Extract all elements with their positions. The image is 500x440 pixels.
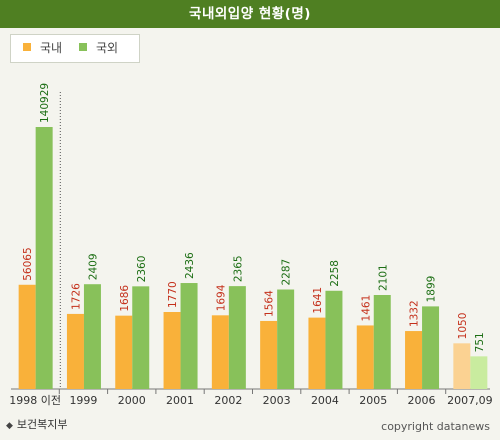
data-label-overseas-9: 751 <box>474 332 486 352</box>
data-label-overseas-8: 1899 <box>426 276 438 303</box>
x-tick-label-5: 2003 <box>263 394 291 407</box>
copyright-text: copyright datanews <box>381 420 490 433</box>
data-label-domestic-9: 1050 <box>457 313 469 340</box>
data-label-overseas-7: 2101 <box>377 264 389 291</box>
source-note: ◆ 보건복지부 <box>6 418 68 433</box>
legend-swatch-overseas <box>79 43 87 51</box>
data-label-domestic-7: 1461 <box>360 295 372 322</box>
bar-domestic-6 <box>308 317 326 389</box>
bar-overseas-5 <box>277 289 295 389</box>
bar-domestic-4 <box>211 315 229 389</box>
legend-label-overseas: 국외 <box>96 41 119 55</box>
legend-item-overseas: 국외 <box>79 41 118 55</box>
x-tick-label-2: 2000 <box>118 394 146 407</box>
data-label-domestic-4: 1694 <box>215 284 227 311</box>
bar-overseas-1 <box>83 284 101 389</box>
legend-item-domestic: 국내 <box>23 41 62 55</box>
bar-overseas-2 <box>132 286 150 389</box>
bar-domestic-2 <box>115 315 133 389</box>
chart-title: 국내외입양 현황(명) <box>0 0 500 28</box>
data-label-domestic-1: 1726 <box>70 283 82 310</box>
x-tick-label-4: 2002 <box>214 394 242 407</box>
x-tick-label-1: 1999 <box>69 394 97 407</box>
bar-domestic-9 <box>453 343 471 389</box>
bar-overseas-0 <box>35 127 53 389</box>
x-tick-label-7: 2005 <box>359 394 387 407</box>
bar-domestic-0 <box>18 284 36 389</box>
bar-overseas-9 <box>470 356 488 389</box>
bar-overseas-3 <box>180 283 198 389</box>
data-label-overseas-2: 2360 <box>136 256 148 283</box>
data-label-domestic-8: 1332 <box>409 300 421 327</box>
data-label-overseas-0: 140929 <box>39 83 51 123</box>
data-label-overseas-1: 2409 <box>87 253 99 280</box>
data-label-domestic-5: 1564 <box>264 290 276 317</box>
bar-overseas-4 <box>228 286 246 389</box>
data-label-overseas-3: 2436 <box>184 252 196 279</box>
legend-swatch-domestic <box>23 43 31 51</box>
source-text: 보건복지부 <box>16 418 68 431</box>
data-label-overseas-6: 2258 <box>329 260 341 287</box>
bar-overseas-6 <box>325 290 343 389</box>
data-label-domestic-2: 1686 <box>119 285 131 312</box>
data-label-domestic-0: 56065 <box>22 247 34 280</box>
x-tick-label-0: 1998 이전 <box>9 394 61 407</box>
bar-domestic-7 <box>356 325 374 389</box>
bar-domestic-8 <box>405 331 423 389</box>
x-tick-label-8: 2006 <box>408 394 436 407</box>
data-label-domestic-6: 1641 <box>312 287 324 314</box>
bar-domestic-3 <box>163 312 181 389</box>
legend-label-domestic: 국내 <box>40 41 63 55</box>
x-tick-label-9: 2007,09 <box>447 394 493 407</box>
bar-domestic-1 <box>66 313 84 389</box>
bar-overseas-7 <box>373 294 391 389</box>
legend: 국내 국외 <box>10 34 140 63</box>
bar-overseas-8 <box>422 306 440 389</box>
data-label-overseas-4: 2365 <box>232 255 244 282</box>
bar-domestic-5 <box>260 320 278 389</box>
data-label-overseas-5: 2287 <box>281 259 293 286</box>
data-label-domestic-3: 1770 <box>167 281 179 308</box>
x-tick-label-3: 2001 <box>166 394 194 407</box>
diamond-icon: ◆ <box>6 421 13 431</box>
x-tick-label-6: 2004 <box>311 394 339 407</box>
